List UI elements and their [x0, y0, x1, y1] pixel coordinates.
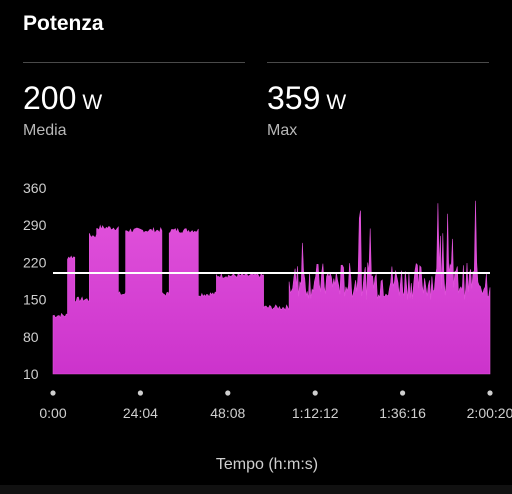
y-tick-label: 290	[23, 217, 47, 233]
x-tick-dot	[50, 390, 56, 396]
power-area-series	[52, 200, 491, 375]
y-tick-label: 150	[23, 292, 47, 308]
max-power-unit: W	[326, 91, 347, 114]
y-tick-label: 80	[23, 329, 39, 345]
x-tick-label: 2:00:20	[467, 405, 512, 421]
x-tick-dot	[312, 390, 318, 396]
average-power-unit: W	[82, 91, 103, 114]
max-power-number: 359	[267, 80, 321, 116]
divider-right	[267, 62, 489, 63]
x-tick-dot	[487, 390, 493, 396]
y-tick-label: 10	[23, 366, 39, 382]
average-power-number: 200	[23, 80, 77, 116]
x-tick-label: 1:36:16	[379, 405, 426, 421]
x-tick-label: 48:08	[210, 405, 245, 421]
y-tick-label: 220	[23, 254, 47, 270]
x-tick-label: 1:12:12	[292, 405, 339, 421]
x-tick-dot	[225, 390, 231, 396]
x-tick-label: 0:00	[39, 405, 66, 421]
bottom-bar	[0, 485, 512, 494]
x-axis-label: Tempo (h:m:s)	[216, 456, 318, 473]
y-tick-label: 360	[23, 180, 47, 196]
average-power-label: Media	[23, 122, 67, 139]
x-tick-dot	[400, 390, 406, 396]
page-title: Potenza	[23, 12, 104, 35]
average-power-value: 200 W	[23, 80, 102, 117]
max-power-label: Max	[267, 122, 298, 139]
x-tick-label: 24:04	[123, 405, 158, 421]
x-tick-dot	[137, 390, 143, 396]
max-power-value: 359 W	[267, 80, 346, 117]
divider-left	[23, 62, 245, 63]
